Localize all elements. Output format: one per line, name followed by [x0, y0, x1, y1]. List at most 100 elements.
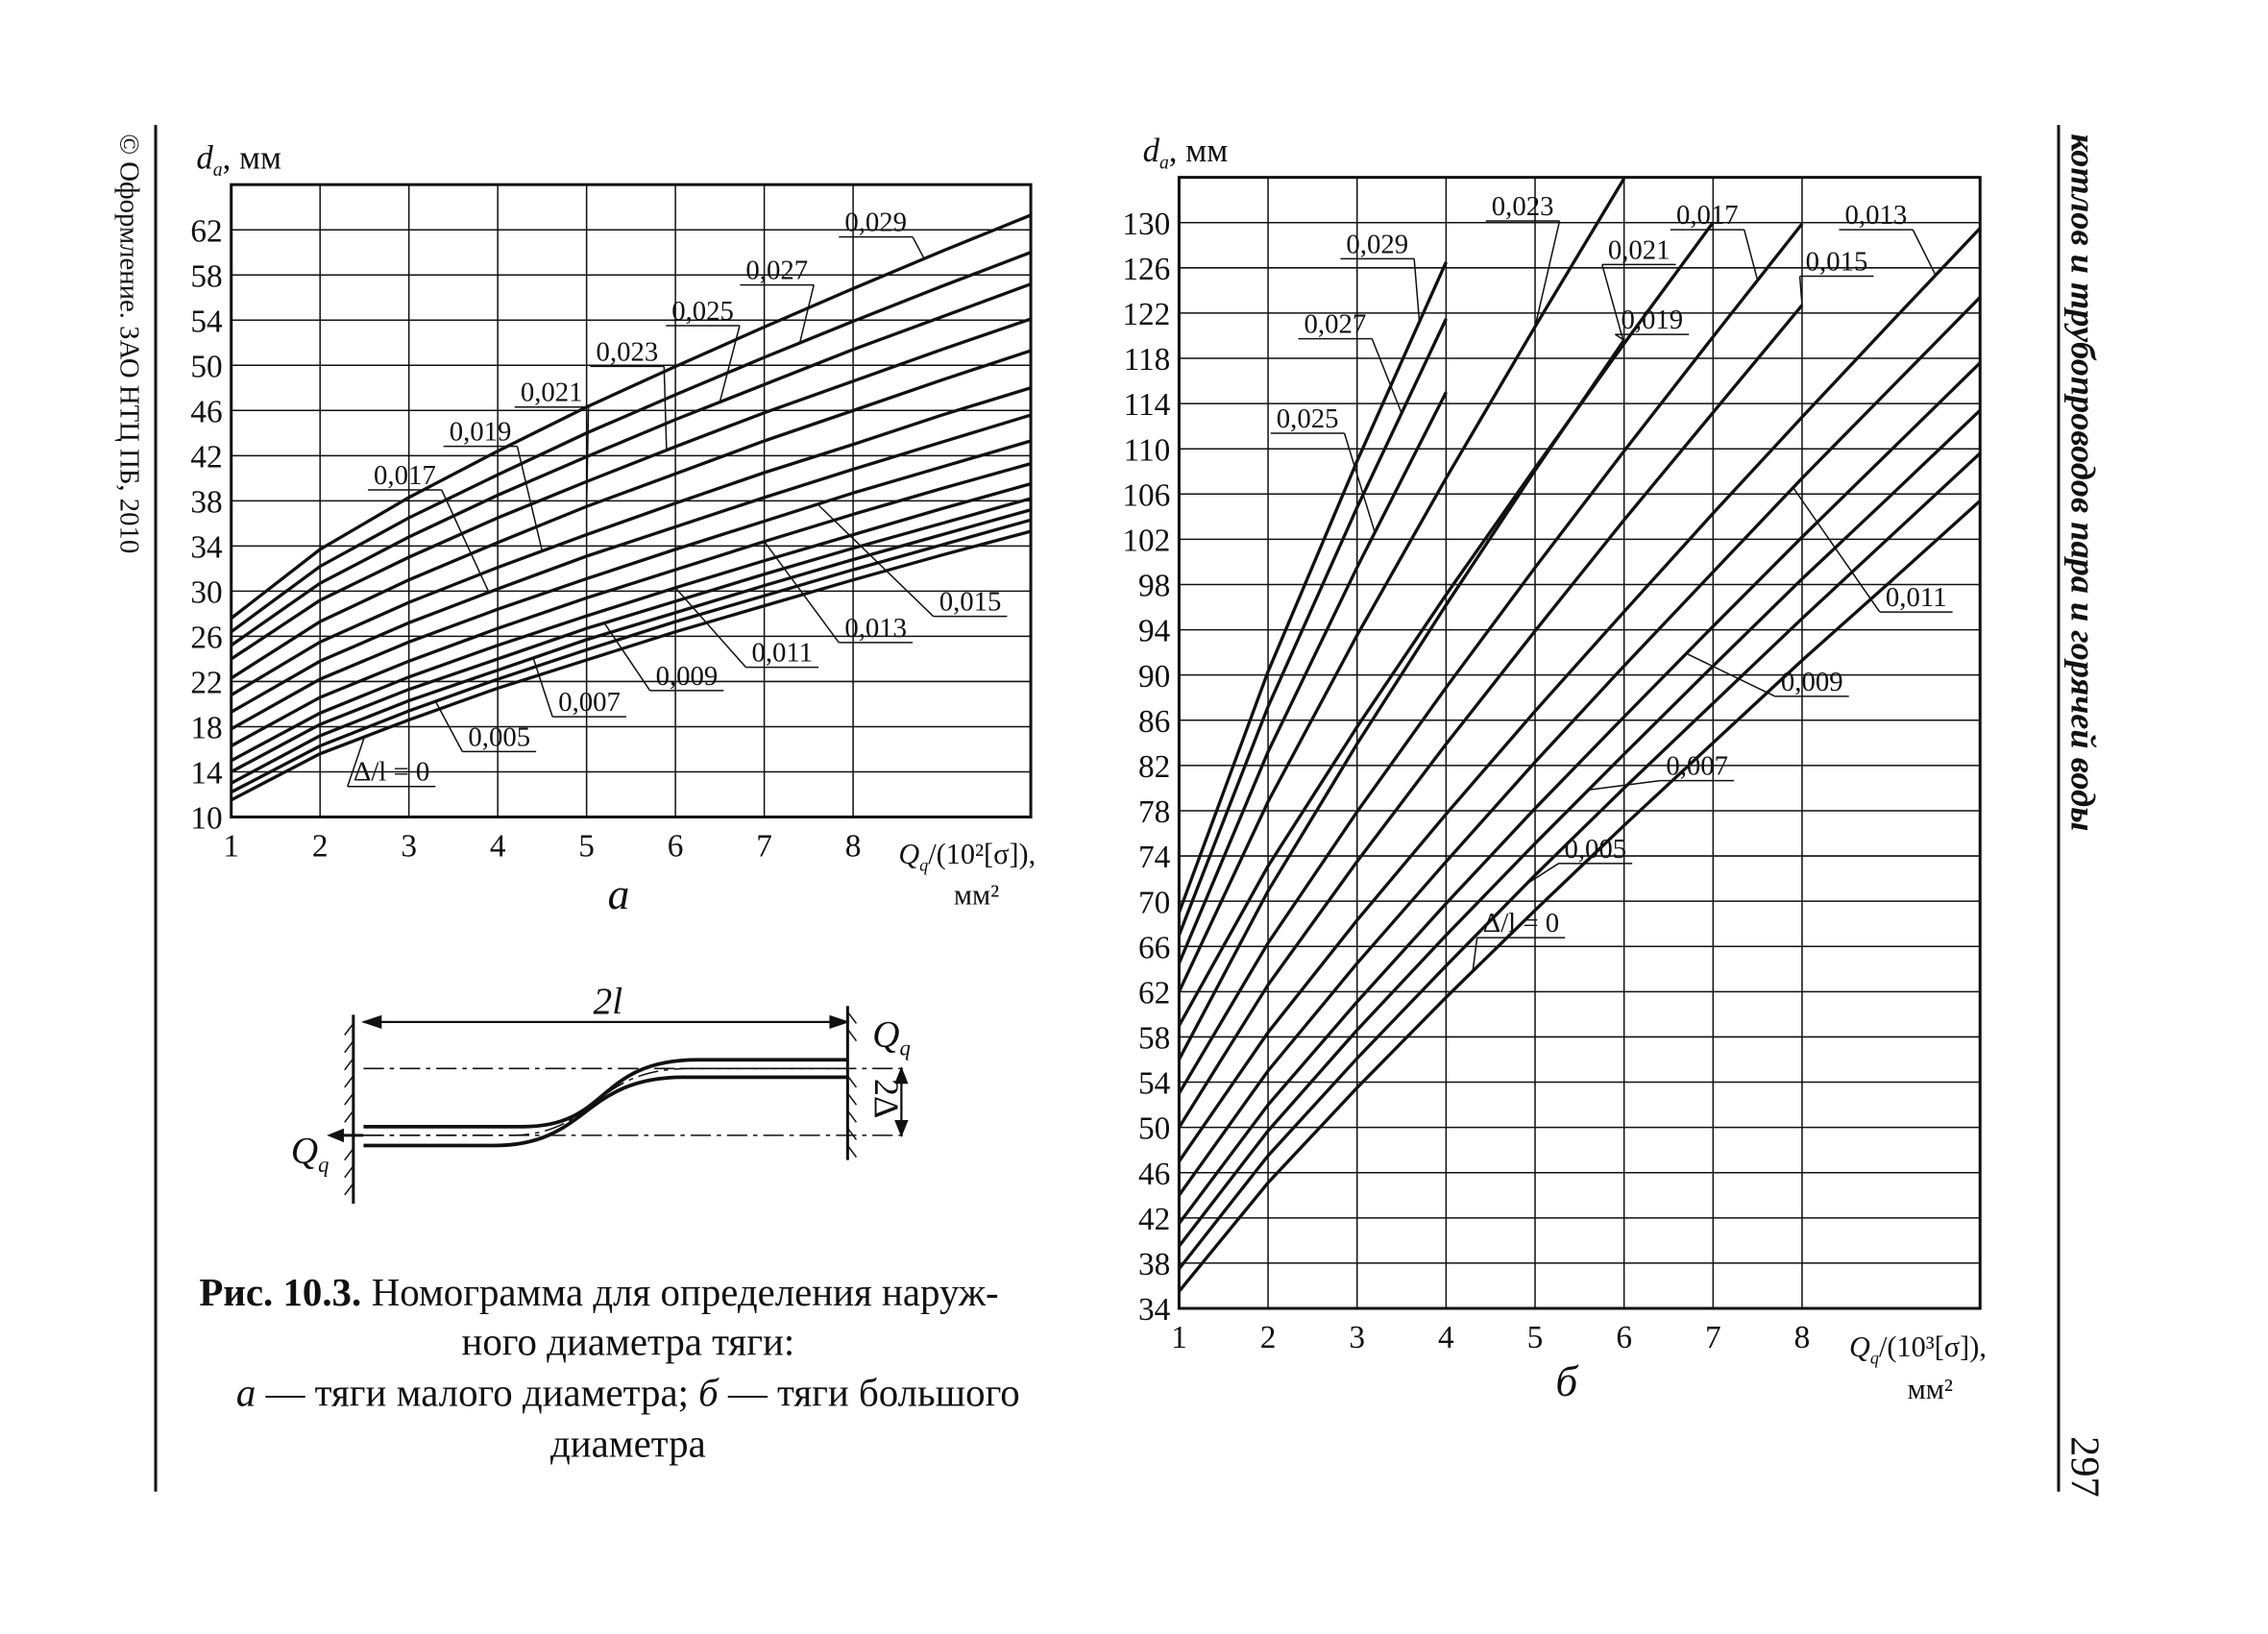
- caption-part: — тяги большого: [719, 1371, 1020, 1414]
- y-tick-label: 58: [1138, 1021, 1170, 1057]
- y-tick-label: 110: [1124, 432, 1171, 468]
- y-tick-label: 38: [190, 484, 222, 520]
- series-label: 0,023: [1492, 191, 1554, 222]
- label-leader: [763, 541, 840, 644]
- y-tick-label: 118: [1124, 342, 1171, 378]
- x-tick-label: 7: [1705, 1320, 1721, 1355]
- label-leader: [434, 700, 464, 752]
- y-label-unit: , мм: [223, 139, 281, 177]
- series-label: 0,007: [558, 687, 621, 718]
- series-label: 0,025: [671, 296, 734, 327]
- y-tick-label: 102: [1122, 523, 1170, 558]
- series-line: [1177, 222, 1804, 1095]
- y-tick-label: 10: [190, 801, 222, 837]
- chart: 3438424650545862667074788286909498102106…: [1122, 132, 1986, 1405]
- caption-part: — тяги малого диаметра;: [256, 1371, 698, 1414]
- x-label-subscript: q: [919, 855, 928, 874]
- y-label-symbol: d: [196, 139, 213, 177]
- caption-part: б: [698, 1371, 719, 1414]
- x-axis-label: Qq/(10²[σ]),: [898, 838, 1036, 875]
- label-leader: [603, 622, 651, 692]
- y-tick-label: 82: [1138, 749, 1170, 785]
- y-tick-label: 62: [1138, 975, 1170, 1011]
- y-tick-label: 34: [190, 529, 223, 565]
- series-label: 0,021: [521, 378, 583, 408]
- y-tick-label: 38: [1138, 1247, 1170, 1282]
- label-leader: [798, 284, 815, 344]
- running-head: котлов и трубопроводов пара и горячей во…: [2064, 134, 2103, 831]
- series-label: 0,011: [1886, 582, 1947, 613]
- y-tick-label: 114: [1124, 387, 1171, 423]
- y-tick-label: 130: [1122, 207, 1170, 242]
- series-label: 0,009: [656, 661, 719, 692]
- x-axis-label: Qq/(10³[σ]),: [1849, 1330, 1987, 1368]
- x-tick-label: 4: [1438, 1320, 1454, 1355]
- series-line: [1177, 221, 1715, 1027]
- y-label-symbol: d: [1143, 132, 1160, 169]
- series-label: 0,013: [1845, 200, 1908, 231]
- series-label: 0,019: [450, 417, 512, 448]
- label-leader: [347, 736, 366, 787]
- dimension-arrows: [361, 1014, 850, 1029]
- rod-edge: [363, 1058, 848, 1129]
- x-tick-label: 6: [1616, 1320, 1632, 1355]
- y-tick-label: 54: [190, 304, 223, 339]
- y-tick-label: 94: [1138, 614, 1171, 649]
- y-tick-label: 90: [1138, 659, 1170, 695]
- series-line: [230, 251, 1032, 634]
- left-hatch: [344, 1022, 354, 1196]
- series-label: 0,029: [1346, 229, 1408, 259]
- series-label: 0,013: [844, 613, 907, 644]
- rod-edge: [363, 1075, 848, 1148]
- y-tick-label: 70: [1138, 885, 1170, 920]
- series-line: [1178, 451, 1982, 1270]
- caption-line: ного диаметра тяги:: [462, 1320, 795, 1363]
- series-line: [1178, 409, 1982, 1248]
- caption-line: а — тяги малого диаметра; б — тяги больш…: [236, 1371, 1020, 1414]
- series-line: [230, 349, 1032, 680]
- x-label-symbol: Q: [898, 838, 919, 870]
- y-tick-label: 14: [190, 756, 223, 792]
- force-symbol: Q: [291, 1130, 318, 1172]
- label-leader: [1601, 264, 1625, 344]
- x-tick-label: 1: [1171, 1320, 1187, 1355]
- series-label: 0,005: [468, 721, 530, 752]
- series-line: [1177, 261, 1448, 914]
- x-label-subscript: q: [1870, 1349, 1879, 1368]
- caption-line: Рис. 10.3. Номограмма для определения нар…: [199, 1271, 998, 1314]
- series-line: [1178, 296, 1982, 1197]
- label-leader: [516, 446, 544, 551]
- label-leader: [912, 236, 925, 259]
- series-line: [230, 518, 1032, 794]
- x-axis-unit: мм²: [954, 878, 999, 911]
- page-number: 297: [2062, 1436, 2108, 1498]
- force-symbol: Q: [872, 1013, 899, 1056]
- series-label: 0,023: [597, 336, 659, 367]
- y-tick-label: 66: [1138, 930, 1170, 965]
- x-label-symbol: Q: [1849, 1330, 1870, 1363]
- label-leader: [674, 587, 747, 669]
- y-tick-label: 106: [1122, 477, 1170, 513]
- series-label: Δ/l = 0: [1483, 908, 1559, 939]
- label-leader: [1534, 220, 1561, 328]
- series-label: 0,015: [939, 587, 1002, 618]
- series-label: 0,025: [1277, 403, 1339, 434]
- x-tick-label: 2: [312, 828, 329, 864]
- force-label: Qq: [872, 1013, 911, 1061]
- x-tick-label: 2: [1260, 1320, 1277, 1355]
- series-label: 0,027: [1305, 309, 1367, 340]
- x-tick-label: 7: [756, 828, 772, 864]
- label-leader: [1743, 229, 1759, 280]
- series-line: [230, 413, 1032, 714]
- y-tick-label: 86: [1138, 704, 1170, 740]
- series-label: 0,029: [844, 207, 907, 238]
- series-line: [230, 439, 1032, 731]
- series-line: [1178, 500, 1982, 1293]
- series-line: [1177, 391, 1448, 964]
- caption-part: а: [236, 1371, 256, 1414]
- x-tick-label: 3: [1349, 1320, 1365, 1355]
- label-leader: [817, 503, 935, 618]
- y-tick-label: 50: [190, 349, 222, 384]
- x-tick-label: 4: [490, 828, 506, 864]
